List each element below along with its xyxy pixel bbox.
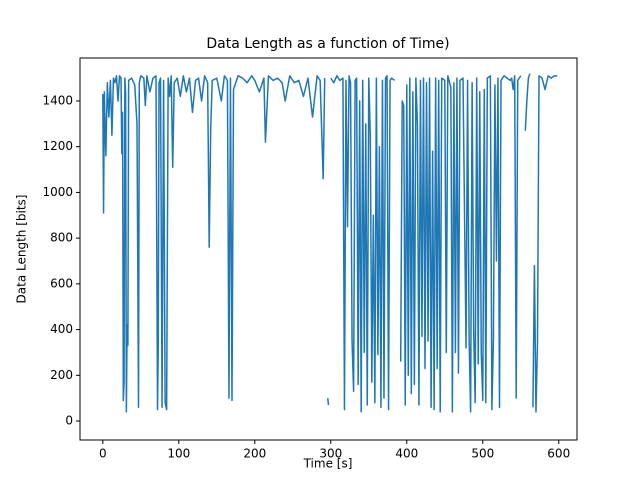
y-tick-label: 200 bbox=[50, 368, 73, 382]
y-tick-label: 600 bbox=[50, 276, 73, 290]
chart-title: Data Length as a function of Time) bbox=[206, 36, 449, 52]
y-tick-label: 800 bbox=[50, 231, 73, 245]
y-tick-label: 1200 bbox=[42, 139, 73, 153]
x-tick-label: 400 bbox=[395, 447, 418, 461]
data-line bbox=[102, 73, 558, 413]
y-tick-label: 400 bbox=[50, 322, 73, 336]
axes-frame bbox=[79, 57, 578, 441]
y-axis-label: Data Length [bits] bbox=[15, 195, 29, 304]
y-tick-label: 1000 bbox=[42, 185, 73, 199]
x-axis-label: Time [s] bbox=[303, 457, 353, 471]
x-tick-label: 200 bbox=[243, 447, 266, 461]
y-tick-label: 0 bbox=[65, 414, 73, 428]
x-tick-label: 100 bbox=[167, 447, 190, 461]
x-tick-label: 600 bbox=[547, 447, 570, 461]
x-tick-label: 300 bbox=[319, 447, 342, 461]
x-tick-label: 0 bbox=[99, 447, 107, 461]
x-tick-label: 500 bbox=[471, 447, 494, 461]
y-tick-label: 1400 bbox=[42, 93, 73, 107]
